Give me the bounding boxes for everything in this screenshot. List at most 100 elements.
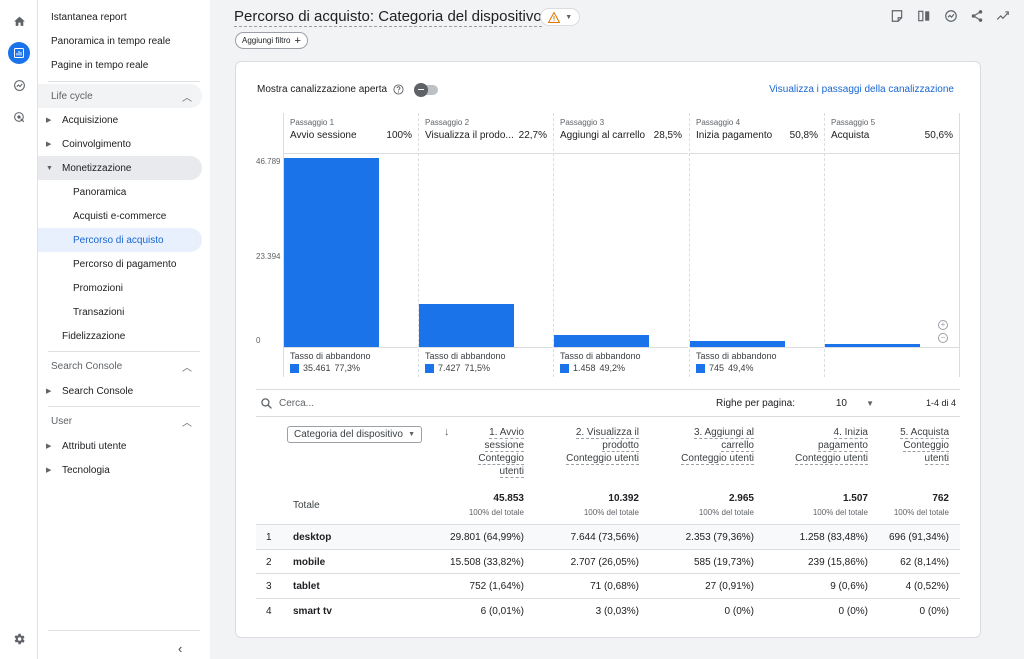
plus-icon: + [294, 34, 301, 47]
total-cell: 10.392 100% del totale [531, 493, 639, 517]
funnel-bar[interactable] [284, 158, 379, 347]
table-cell: 0 (0%) [724, 605, 754, 617]
column-header[interactable]: 4. Inizia pagamento Conteggio utenti [760, 426, 868, 465]
abandonment-value: 745 49,4% [696, 363, 818, 373]
column-header[interactable]: 5. Acquista Conteggio utenti [841, 426, 949, 465]
chevron-down-icon[interactable]: ▼ [866, 398, 874, 408]
add-filter-button[interactable]: Aggiungi filtro + [235, 32, 308, 49]
column-header-line: Conteggio utenti [760, 452, 868, 465]
column-header-text: Conteggio [903, 440, 949, 452]
column-header-text: carrello [721, 440, 754, 452]
column-header-text: pagamento [817, 440, 868, 452]
sidebar-item-promozioni[interactable]: Promozioni [73, 282, 124, 294]
chevron-up-icon: ︿ [182, 417, 192, 429]
caret-right-icon: ▶ [46, 117, 52, 124]
sidebar-item-percorso-acquisto[interactable]: Percorso di acquisto [38, 228, 202, 252]
sidebar-item-panoramica-realtime[interactable]: Panoramica in tempo reale [51, 35, 171, 47]
legend-swatch [425, 363, 434, 373]
insights-icon[interactable] [943, 8, 959, 24]
funnel-step-name: Acquista 50,6% [831, 130, 953, 141]
open-funnel-toggle-row: Mostra canalizzazione aperta [257, 82, 439, 97]
explore-icon[interactable] [8, 74, 30, 96]
legend-swatch [696, 363, 705, 373]
zoom-in-icon[interactable]: + [938, 320, 948, 330]
data-quality-chip[interactable]: ▼ [540, 8, 580, 26]
funnel-step-header: Passaggio 1 Avvio sessione 100% [284, 113, 418, 154]
column-header[interactable]: 1. Avvio sessione Conteggio utenti [416, 426, 524, 478]
sidebar-item-fidelizzazione[interactable]: Fidelizzazione [62, 330, 126, 342]
table-toolbar: Cerca... Righe per pagina: 10 ▼ 1-4 di 4 [256, 389, 960, 417]
column-header-text: utenti [499, 466, 524, 478]
edit-comparison-icon[interactable] [889, 8, 905, 24]
device-category: desktop [293, 532, 332, 543]
funnel-step-column: Passaggio 2 Visualizza il prodo... 22,7% Ta… [418, 113, 553, 377]
zoom-out-icon[interactable]: − [938, 333, 948, 343]
search-input[interactable]: Cerca... [279, 397, 315, 409]
table-cell: 585 (19,73%) [693, 556, 754, 568]
view-funnel-steps-link[interactable]: Visualizza i passaggi della canalizzazio… [769, 84, 954, 95]
help-icon[interactable] [393, 84, 404, 95]
share-icon[interactable] [969, 8, 985, 24]
table-cell: 0 (0%) [919, 605, 949, 617]
compare-icon[interactable] [916, 8, 932, 24]
sidebar-item-tecnologia[interactable]: ▶ Tecnologia [46, 464, 110, 476]
sort-arrow-icon[interactable]: ↓ [444, 426, 450, 438]
column-header-line: sessione [416, 439, 524, 452]
column-header-line: carrello [646, 439, 754, 452]
sidebar-item-search-console[interactable]: ▶ Search Console [46, 385, 134, 397]
table-row[interactable]: 3 tablet 752 (1,64%) 71 (0,68%) 27 (0,91%) 9 … [256, 573, 960, 598]
legend-swatch [290, 363, 299, 373]
funnel-step-label: Aggiungi al carrello [560, 130, 646, 141]
column-header-text: Conteggio [478, 453, 524, 465]
sidebar-item-percorso-pagamento[interactable]: Percorso di pagamento [73, 258, 177, 270]
collapse-sidebar-icon[interactable]: ‹ [178, 641, 183, 656]
dimension-select[interactable]: Categoria del dispositivo ▼ [287, 426, 422, 443]
table-row[interactable]: 1 desktop 29.801 (64,99%) 7.644 (73,56%) 2.3… [256, 524, 960, 549]
total-value: 1.507 [842, 493, 868, 504]
abandonment-footer: Tasso di abbandono 35.461 77,3% [284, 347, 418, 377]
sidebar-item-istantanea[interactable]: Istantanea report [51, 11, 127, 23]
open-funnel-toggle[interactable] [414, 82, 439, 97]
caret-right-icon: ▶ [46, 467, 52, 474]
column-header[interactable]: 3. Aggiungi al carrello Conteggio utenti [646, 426, 754, 465]
sidebar-item-acquisti-ecommerce[interactable]: Acquisti e-commerce [73, 210, 167, 222]
table-row[interactable]: 2 mobile 15.508 (33,82%) 2.707 (26,05%) 585 … [256, 548, 960, 574]
funnel-card: Mostra canalizzazione aperta Visualizza … [235, 61, 981, 638]
bar-chart-icon[interactable] [8, 42, 30, 64]
funnel-bar[interactable] [419, 304, 514, 347]
sidebar-item-acquisizione[interactable]: ▶ Acquisizione [46, 114, 119, 126]
divider [48, 630, 200, 631]
sidebar-item-attributi-utente[interactable]: ▶ Attributi utente [46, 440, 127, 452]
column-header-line: 5. Acquista [841, 426, 949, 439]
caret-down-icon: ▼ [46, 164, 53, 172]
funnel-step-header: Passaggio 5 Acquista 50,6% [825, 113, 959, 154]
column-header-line: utenti [841, 452, 949, 465]
section-user[interactable]: User ︿ [51, 415, 192, 429]
rows-per-page-select[interactable]: 10 [835, 397, 847, 409]
table-row[interactable]: 4 smart tv 6 (0,01%) 3 (0,03%) 0 (0%) 0 (0%) 0… [256, 597, 960, 623]
pagination-label: 1-4 di 4 [925, 398, 956, 408]
sidebar-item-monetizzazione[interactable]: ▼ Monetizzazione [38, 156, 202, 180]
sidebar-item-pagine-realtime[interactable]: Pagine in tempo reale [51, 59, 149, 71]
funnel-bar[interactable] [825, 344, 920, 347]
trend-icon[interactable] [995, 8, 1011, 24]
sidebar-item-coinvolgimento[interactable]: ▶ Coinvolgimento [46, 138, 131, 150]
caret-right-icon: ▶ [46, 141, 52, 148]
search-icon [261, 397, 272, 409]
sidebar-item-transazioni[interactable]: Transazioni [73, 306, 125, 318]
total-value: 2.965 [728, 493, 754, 504]
home-icon[interactable] [8, 10, 30, 32]
column-header[interactable]: 2. Visualizza il prodotto Conteggio utenti [531, 426, 639, 465]
funnel-step-number: Passaggio 4 [696, 118, 741, 127]
section-search-console[interactable]: Search Console ︿ [51, 360, 192, 374]
funnel-bar[interactable] [690, 341, 785, 347]
section-life-cycle[interactable]: Life cycle ︿ [38, 84, 202, 108]
target-icon[interactable] [8, 106, 30, 128]
funnel-step-label: Visualizza il prodo... [425, 130, 514, 141]
sidebar-item-panoramica[interactable]: Panoramica [73, 186, 127, 198]
gear-icon[interactable] [12, 632, 26, 649]
funnel-bar[interactable] [554, 335, 649, 347]
total-label: Totale [293, 500, 320, 511]
table-cell: 1.258 (83,48%) [799, 532, 868, 543]
column-header-text: 5. Acquista [900, 427, 949, 439]
